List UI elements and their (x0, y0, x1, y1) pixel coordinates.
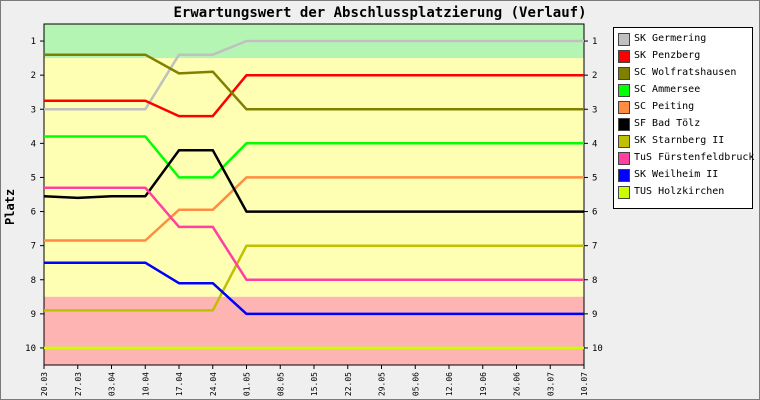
x-tick-label: 27.03 (74, 372, 83, 396)
background-band-2 (44, 296, 584, 365)
legend-label: SC Peiting (634, 101, 695, 112)
y-tick-label-left: 1 (31, 37, 36, 47)
series-line-3 (44, 135, 584, 179)
series-line-1 (44, 73, 584, 118)
y-tick-label-left: 6 (31, 208, 36, 218)
series-line-8 (44, 261, 584, 316)
legend-item: SK Starnberg II (618, 134, 752, 151)
legend: SK Germering SK Penzberg SC Wolfratshausen… (613, 27, 755, 209)
x-tick-label: 03.04 (108, 372, 117, 396)
y-tick-label-right: 9 (592, 310, 597, 320)
y-tick-label-right: 4 (592, 139, 597, 149)
series-line-2 (44, 53, 584, 111)
y-tick-label-left: 8 (31, 276, 36, 286)
legend-label: SK Germering (634, 33, 707, 44)
x-tick-label: 20.03 (40, 372, 49, 396)
y-tick-label-right: 1 (592, 37, 597, 47)
y-tick-label-right: 10 (592, 344, 603, 354)
legend-swatch (618, 33, 630, 46)
series-line-7 (44, 186, 584, 282)
legend-swatch (618, 50, 630, 63)
x-tick-label: 01.05 (243, 372, 252, 396)
legend-label: SF Bad Tölz (634, 118, 701, 129)
y-tick-label-left: 4 (31, 139, 36, 149)
legend-item: SC Ammersee (618, 83, 752, 100)
legend-label: SK Starnberg II (634, 135, 725, 146)
legend-item: SF Bad Tölz (618, 117, 752, 134)
series-line-5 (43, 148, 584, 213)
legend-item: SC Peiting (618, 100, 752, 117)
x-tick-label: 10.07 (580, 372, 589, 396)
x-tick-label: 29.05 (378, 372, 387, 396)
legend-label: TuS Fürstenfeldbruck (634, 152, 755, 163)
legend-swatch (618, 186, 630, 199)
y-tick-label-left: 2 (31, 71, 36, 81)
x-tick-label: 26.06 (513, 372, 522, 396)
legend-swatch (618, 118, 630, 131)
legend-item: TUS Holzkirchen (618, 185, 752, 202)
legend-label: SC Wolfratshausen (634, 67, 737, 78)
legend-swatch (618, 101, 630, 114)
y-tick-label-left: 7 (31, 242, 36, 252)
legend-swatch (618, 84, 630, 97)
y-tick-label-right: 3 (592, 105, 597, 115)
y-tick-label-right: 7 (592, 242, 597, 252)
x-tick-label: 24.04 (209, 372, 218, 396)
y-tick-label-left: 10 (25, 344, 36, 354)
series-line-4 (44, 176, 584, 242)
y-tick-label-right: 2 (592, 71, 597, 81)
y-tick-label-right: 8 (592, 276, 597, 286)
x-tick-label: 12.06 (445, 372, 454, 396)
legend-swatch (618, 169, 630, 182)
x-tick-label: 03.07 (546, 372, 555, 396)
x-tick-label: 08.05 (276, 372, 285, 396)
y-tick-label-right: 6 (592, 208, 597, 218)
legend-item: TuS Fürstenfeldbruck (618, 151, 755, 168)
y-tick-label-right: 5 (592, 173, 597, 183)
y-tick-label-left: 9 (31, 310, 36, 320)
x-tick-label: 05.06 (411, 372, 420, 396)
x-tick-label: 10.04 (141, 372, 150, 396)
x-tick-label: 22.05 (344, 372, 353, 396)
series-line-0 (44, 39, 584, 111)
y-tick-label-left: 3 (31, 105, 36, 115)
legend-label: SK Weilheim II (634, 169, 719, 180)
legend-swatch (618, 152, 630, 165)
legend-item: SK Weilheim II (618, 168, 752, 185)
legend-item: SK Penzberg (618, 49, 752, 66)
legend-label: TUS Holzkirchen (634, 186, 725, 197)
legend-label: SC Ammersee (634, 84, 701, 95)
series-line-6 (44, 244, 584, 312)
legend-swatch (618, 135, 630, 148)
x-tick-label: 15.05 (310, 372, 319, 396)
chart-title: Erwartungswert der Abschlussplatzierung … (173, 5, 587, 21)
x-tick-label: 17.04 (175, 372, 184, 396)
legend-item: SC Wolfratshausen (618, 66, 752, 83)
legend-label: SK Penzberg (634, 50, 701, 61)
x-tick-label: 19.06 (479, 372, 488, 396)
y-tick-label-left: 5 (31, 173, 36, 183)
legend-item: SK Germering (618, 32, 752, 49)
legend-swatch (618, 67, 630, 80)
